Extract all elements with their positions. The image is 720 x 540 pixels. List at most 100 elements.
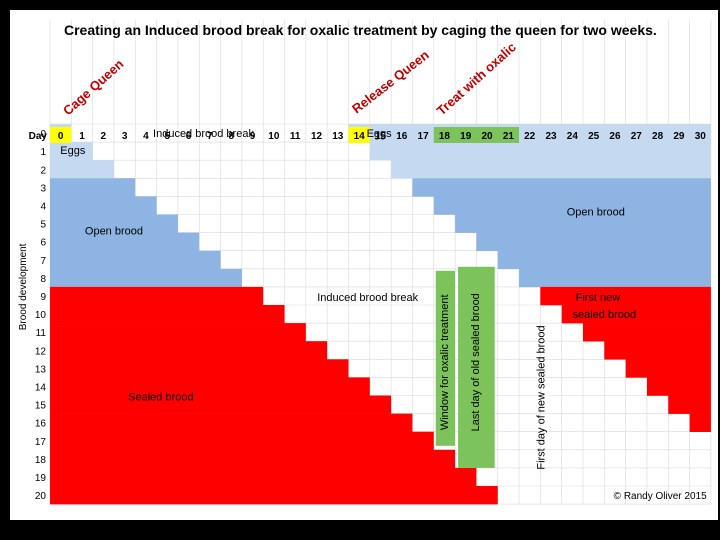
copyright-label: © Randy Oliver 2015 xyxy=(614,491,707,502)
old-brood-band xyxy=(50,323,306,342)
day-tick-label: 19 xyxy=(460,131,472,142)
day-tick-label: 26 xyxy=(609,131,621,142)
chart-title: Creating an Induced brood break for oxal… xyxy=(64,22,657,38)
slide: Day 0 1 2 3 4 5 6 7 8 9 10 11 12 13 14 15 16 17 18 19 20 21 22 2… xyxy=(10,10,718,520)
old-brood-band xyxy=(50,250,221,270)
eggs-left-label: Eggs xyxy=(60,145,86,157)
first-new-sealed-label-1: First new xyxy=(576,292,621,304)
new-brood-band xyxy=(583,323,711,342)
day-header-layer: Day 0 1 2 3 4 5 6 7 8 9 10 11 12 13 14 15 16 17 18 19 20 21 22 2… xyxy=(29,127,707,143)
day-tick-label: 25 xyxy=(588,131,600,142)
old-brood-band xyxy=(50,486,498,505)
day-tick-label: 12 xyxy=(311,131,323,142)
new-brood-band xyxy=(689,413,711,432)
day-tick-label: 3 xyxy=(122,131,128,142)
old-brood-band xyxy=(50,449,456,469)
last-day-old-box xyxy=(458,266,495,468)
day-tick-label: 8 xyxy=(228,131,234,142)
old-brood-band xyxy=(50,341,328,360)
day-tick-label: 4 xyxy=(143,131,149,142)
open-brood-right-label: Open brood xyxy=(567,207,625,219)
row-tick-label: 10 xyxy=(35,310,47,321)
row-tick-label: 3 xyxy=(40,183,46,194)
day-highlight-yellow xyxy=(348,127,370,143)
new-brood-band xyxy=(540,286,711,306)
old-brood-band xyxy=(50,178,136,197)
day-tick-label: 0 xyxy=(58,131,64,142)
day-header-label: Day xyxy=(29,131,48,142)
old-brood-band xyxy=(50,377,370,396)
first-new-sealed-label-2: sealed brood xyxy=(573,309,637,321)
old-brood-band xyxy=(50,305,285,324)
new-brood-band xyxy=(497,250,711,270)
row-tick-label: 1 xyxy=(40,147,46,158)
day-tick-label: 7 xyxy=(207,131,213,142)
old-brood-band xyxy=(50,160,114,179)
new-brood-band xyxy=(604,341,711,360)
new-brood-band xyxy=(561,305,711,324)
y-axis-label: Brood development xyxy=(18,243,29,330)
old-brood-band xyxy=(50,467,477,487)
old-brood-band xyxy=(50,413,413,432)
event-label: Release Queen xyxy=(349,47,432,116)
new-brood-band xyxy=(625,359,711,378)
event-label: Cage Queen xyxy=(60,56,126,118)
row-tick-label: 7 xyxy=(40,256,46,267)
new-brood-band xyxy=(369,142,711,161)
eggs-right-label: Eggs xyxy=(367,128,393,140)
row-tick-label: 20 xyxy=(35,491,47,502)
new-brood-band xyxy=(646,377,711,396)
row-tick-label: 0 xyxy=(40,129,46,140)
day-tick-label: 16 xyxy=(396,131,408,142)
old-brood-band xyxy=(50,359,349,378)
new-brood-band xyxy=(433,196,711,215)
day-tick-label: 28 xyxy=(652,131,664,142)
old-brood-band xyxy=(50,268,242,288)
day-tick-label: 5 xyxy=(164,131,170,142)
day-tick-label: 17 xyxy=(418,131,430,142)
treatment-window-label: Window for oxalic treatment xyxy=(439,294,451,430)
row-tick-label: 12 xyxy=(35,346,47,357)
day-tick-label: 21 xyxy=(503,131,515,142)
day-tick-label: 20 xyxy=(481,131,493,142)
old-brood-band xyxy=(50,232,200,251)
day-tick-label: 14 xyxy=(354,131,366,142)
day-highlight-green xyxy=(433,127,520,143)
row-tick-label: 14 xyxy=(35,382,47,393)
day-tick-label: 9 xyxy=(250,131,256,142)
row-tick-label: 11 xyxy=(36,328,47,339)
day-tick-label: 27 xyxy=(631,131,643,142)
old-brood-band xyxy=(50,395,392,414)
row-tick-label: 18 xyxy=(35,455,47,466)
row-tick-label: 8 xyxy=(40,274,46,285)
new-brood-band xyxy=(412,178,711,197)
new-brood-band xyxy=(519,268,711,288)
old-brood-band xyxy=(50,142,93,161)
row-tick-label: 17 xyxy=(35,437,47,448)
brood-break-chart: Day 0 1 2 3 4 5 6 7 8 9 10 11 12 13 14 15 16 17 18 19 20 21 22 2… xyxy=(18,20,712,505)
day-highlight-yellow xyxy=(50,127,72,143)
day-tick-label: 24 xyxy=(567,131,579,142)
day-tick-label: 22 xyxy=(524,131,536,142)
old-brood-band xyxy=(50,214,178,233)
new-brood-band xyxy=(455,214,711,233)
treatment-window-box xyxy=(435,270,456,446)
day-tick-label: 29 xyxy=(673,131,685,142)
new-brood-band xyxy=(668,395,711,414)
induced-break-top-label: Induced brood break xyxy=(153,128,254,140)
row-tick-label: 2 xyxy=(40,165,46,176)
induced-break-mid-label: Induced brood break xyxy=(317,292,418,304)
day-tick-label: 23 xyxy=(545,131,557,142)
day-tick-label: 15 xyxy=(375,131,387,142)
day-tick-label: 13 xyxy=(332,131,344,142)
day-tick-label: 6 xyxy=(186,131,192,142)
row-tick-label: 13 xyxy=(35,364,47,375)
row-tick-label: 15 xyxy=(35,401,47,412)
day-tick-label: 18 xyxy=(439,131,451,142)
open-brood-left-label: Open brood xyxy=(85,226,143,238)
old-brood-band xyxy=(50,286,264,306)
day-tick-label: 10 xyxy=(268,131,280,142)
old-brood-band xyxy=(50,196,157,215)
day-tick-label: 30 xyxy=(695,131,707,142)
old-brood-band xyxy=(50,431,434,451)
